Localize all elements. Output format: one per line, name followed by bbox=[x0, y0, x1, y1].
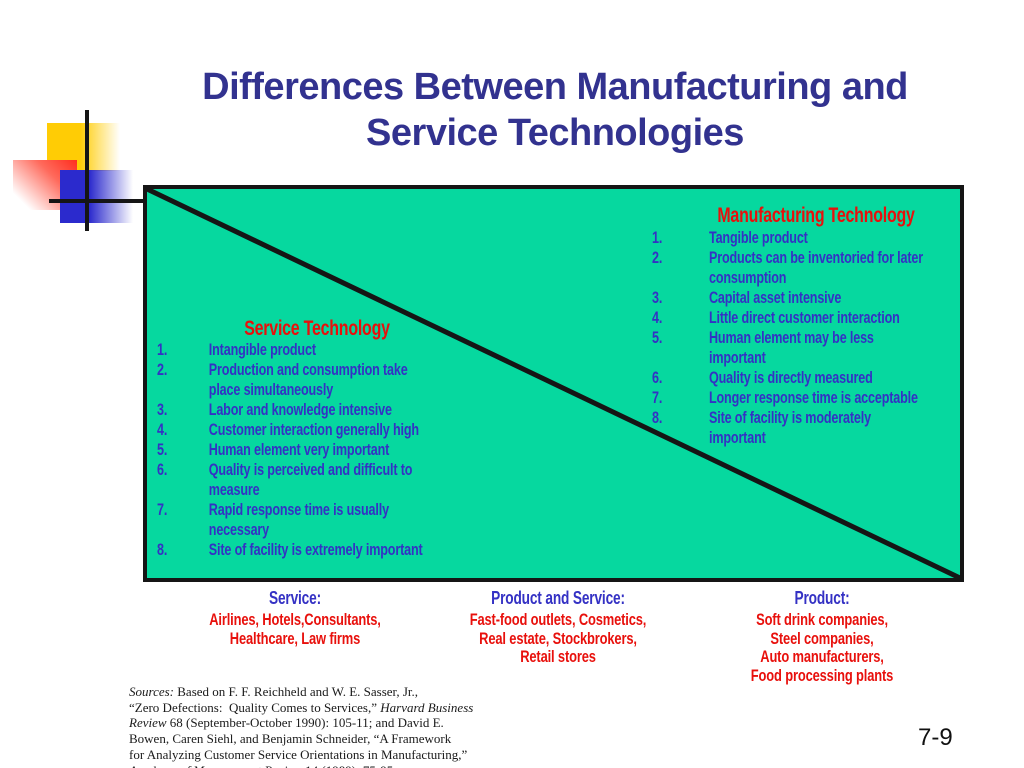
sources-text: 14 (1989): 75-95. bbox=[302, 763, 396, 768]
item-text: Longer response time is acceptable bbox=[708, 388, 918, 407]
item-text: Labor and knowledge intensive bbox=[208, 400, 392, 419]
page-number: 7-9 bbox=[918, 724, 953, 751]
item-text: Site of facility is moderately important bbox=[708, 408, 871, 447]
decor-blue-square bbox=[60, 170, 133, 223]
category-examples: Airlines, Hotels,Consultants, Healthcare… bbox=[209, 610, 381, 648]
item-text: Customer interaction generally high bbox=[208, 420, 419, 439]
item-number: 8. bbox=[157, 540, 168, 559]
item-text: Quality is perceived and difficult to me… bbox=[208, 460, 413, 499]
item-number: 2. bbox=[652, 248, 663, 267]
sources-text: Sources: bbox=[129, 684, 175, 699]
sources-text: 68 (September-October 1990): 105-11; and… bbox=[166, 715, 444, 731]
category-product-and-service: Product and Service: Fast-food outlets, … bbox=[408, 588, 708, 667]
category-product: Product: Soft drink companies, Steel com… bbox=[672, 588, 972, 685]
sources-text: Review bbox=[129, 715, 167, 731]
list-item: 2. Products can be inventoried for later… bbox=[652, 248, 978, 288]
category-heading: Service: bbox=[268, 588, 322, 608]
sources-text: Harvard Business bbox=[380, 699, 474, 715]
item-number: 7. bbox=[652, 388, 663, 407]
item-text: Rapid response time is usually necessary bbox=[208, 500, 389, 539]
list-item: 4. Little direct customer interaction bbox=[652, 308, 978, 328]
item-text: Capital asset intensive bbox=[708, 288, 842, 307]
diagonal-divider-line bbox=[147, 189, 960, 578]
item-number: 1. bbox=[157, 340, 168, 359]
item-text: Production and consumption take place si… bbox=[208, 360, 408, 399]
list-item: 7. Rapid response time is usually necess… bbox=[157, 500, 483, 540]
list-item: 6. Quality is directly measured bbox=[652, 368, 978, 388]
list-item: 5. Human element may be less important bbox=[652, 328, 978, 368]
category-service: Service: Airlines, Hotels,Consultants, H… bbox=[145, 588, 445, 648]
item-number: 1. bbox=[652, 228, 663, 247]
item-number: 4. bbox=[652, 308, 663, 327]
list-item: 8. Site of facility is moderately import… bbox=[652, 408, 978, 448]
list-item: 1. Intangible product bbox=[157, 340, 483, 360]
sources-line: “Zero Defections: Quality Comes to Servi… bbox=[129, 700, 489, 716]
sources-text: Academy of Management Review bbox=[129, 763, 302, 768]
sources-footnote: Sources: Based on F. F. Reichheld and W.… bbox=[129, 684, 489, 768]
list-item: 6. Quality is perceived and difficult to… bbox=[157, 460, 483, 500]
item-text: Products can be inventoried for later co… bbox=[708, 248, 924, 287]
item-number: 5. bbox=[652, 328, 663, 347]
list-item: 7. Longer response time is acceptable bbox=[652, 388, 978, 408]
item-number: 3. bbox=[652, 288, 663, 307]
item-text: Quality is directly measured bbox=[708, 368, 873, 387]
category-heading: Product: bbox=[794, 588, 850, 608]
item-number: 8. bbox=[652, 408, 663, 427]
sources-line: Review 68 (September-October 1990): 105-… bbox=[129, 715, 489, 731]
item-number: 2. bbox=[157, 360, 168, 379]
item-number: 7. bbox=[157, 500, 168, 519]
item-text: Intangible product bbox=[208, 340, 316, 359]
sources-line: Bowen, Caren Siehl, and Benjamin Schneid… bbox=[129, 731, 489, 747]
list-item: 8. Site of facility is extremely importa… bbox=[157, 540, 483, 560]
list-item: 4. Customer interaction generally high bbox=[157, 420, 483, 440]
item-number: 3. bbox=[157, 400, 168, 419]
sources-text: for Analyzing Customer Service Orientati… bbox=[129, 746, 468, 762]
item-text: Human element very important bbox=[208, 440, 390, 459]
list-item: 3. Labor and knowledge intensive bbox=[157, 400, 483, 420]
decor-horizontal-line bbox=[49, 199, 145, 203]
manufacturing-technology-heading: Manufacturing Technology bbox=[717, 204, 915, 227]
item-text: Little direct customer interaction bbox=[708, 308, 900, 327]
item-number: 4. bbox=[157, 420, 168, 439]
decor-vertical-line bbox=[85, 110, 89, 231]
sources-text: Based on F. F. Reichheld and W. E. Sasse… bbox=[174, 684, 419, 699]
sources-line: Academy of Management Review 14 (1989): … bbox=[129, 763, 489, 768]
item-text: Human element may be less important bbox=[708, 328, 874, 367]
sources-text: Bowen, Caren Siehl, and Benjamin Schneid… bbox=[129, 731, 452, 747]
list-item: 3. Capital asset intensive bbox=[652, 288, 978, 308]
service-technology-list: 1. Intangible product 2. Production and … bbox=[157, 340, 483, 560]
category-heading: Product and Service: bbox=[491, 588, 625, 608]
list-item: 2. Production and consumption take place… bbox=[157, 360, 483, 400]
sources-line: for Analyzing Customer Service Orientati… bbox=[129, 747, 489, 763]
manufacturing-technology-list: 1. Tangible product 2. Products can be i… bbox=[652, 228, 978, 448]
category-examples: Fast-food outlets, Cosmetics, Real estat… bbox=[469, 610, 647, 666]
item-number: 5. bbox=[157, 440, 168, 459]
service-technology-heading: Service Technology bbox=[244, 317, 390, 340]
item-number: 6. bbox=[157, 460, 168, 479]
list-item: 1. Tangible product bbox=[652, 228, 978, 248]
item-number: 6. bbox=[652, 368, 663, 387]
sources-line: Sources: Based on F. F. Reichheld and W.… bbox=[129, 684, 489, 700]
technology-matrix-box: Manufacturing Technology 1. Tangible pro… bbox=[143, 185, 964, 582]
list-item: 5. Human element very important bbox=[157, 440, 483, 460]
item-text: Site of facility is extremely important bbox=[208, 540, 423, 559]
item-text: Tangible product bbox=[708, 228, 808, 247]
sources-text: “Zero Defections: Quality Comes to Servi… bbox=[129, 699, 381, 715]
slide-title: Differences Between Manufacturing and Se… bbox=[202, 66, 908, 154]
category-examples: Soft drink companies, Steel companies, A… bbox=[750, 610, 894, 685]
